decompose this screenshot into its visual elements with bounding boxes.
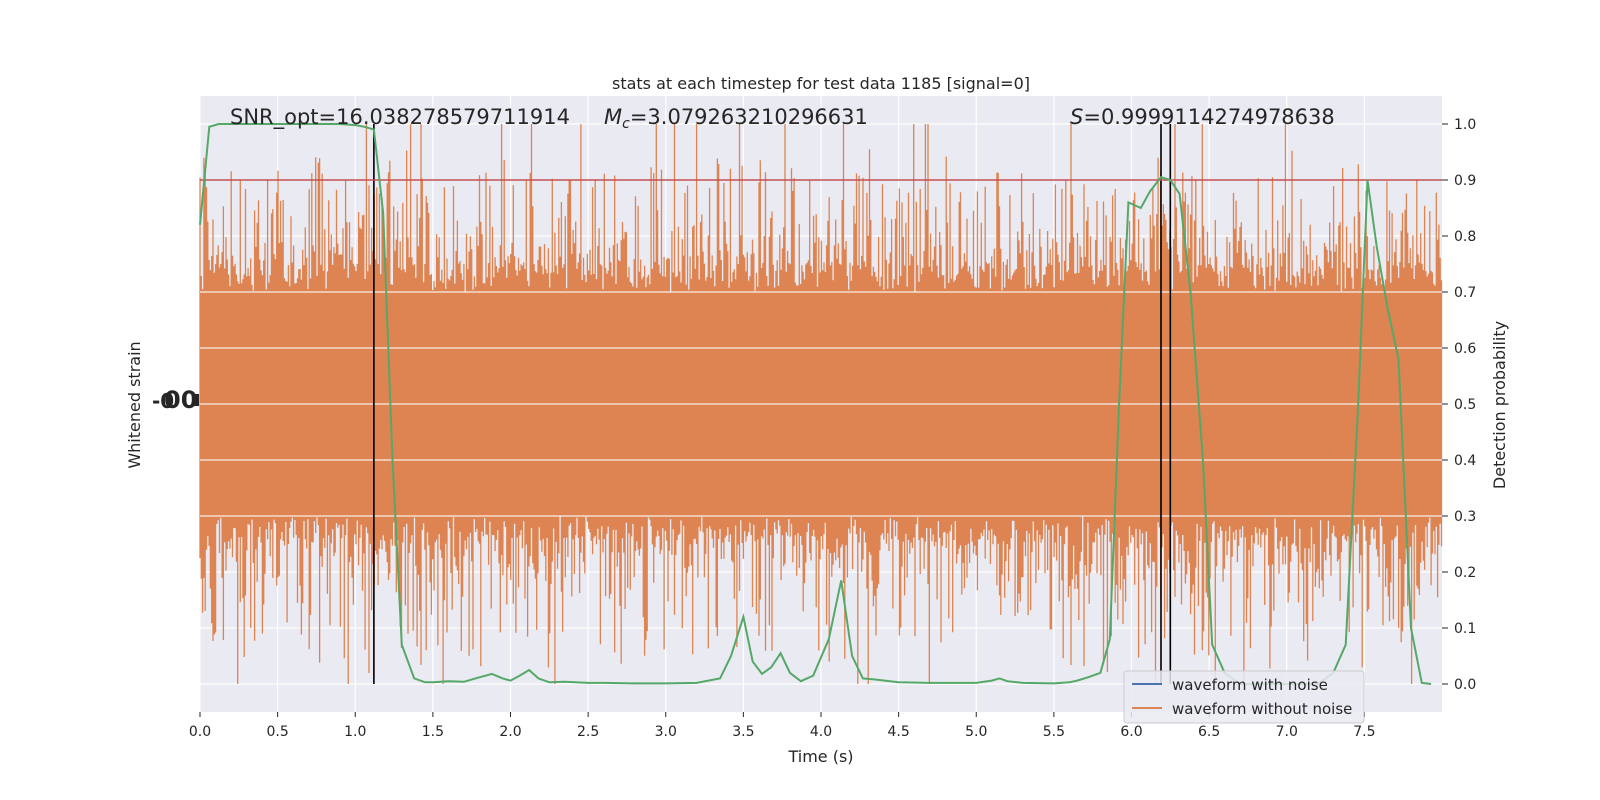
legend: waveform with noise waveform without noi… (1123, 670, 1365, 724)
snr-annotation: SNR_opt=16.038278579711914 (230, 105, 570, 130)
x-tick-label: 6.0 (1120, 724, 1142, 740)
legend-label-with-noise: waveform with noise (1172, 676, 1328, 694)
x-tick-label: 0.0 (189, 724, 211, 740)
x-tick-label: 5.0 (965, 724, 987, 740)
legend-label-without-noise: waveform without noise (1172, 700, 1352, 718)
x-tick-label: 2.5 (577, 724, 599, 740)
x-tick-label: 0.5 (266, 724, 288, 740)
y-tick-label: 0.9 (1454, 173, 1476, 189)
y-tick-label: 0.1 (1454, 621, 1476, 637)
y-tick-label: 0.0 (1454, 677, 1476, 693)
y-tick-label: 0.7 (1454, 285, 1476, 301)
x-tick-labels: 0.0 0.5 1.0 1.5 2.0 2.5 3.0 3.5 4.0 4.5 5.0 5.5 6.0 6… (189, 712, 1376, 740)
x-tick-label: 4.0 (810, 724, 832, 740)
y-tick-label: 0.5 (1454, 397, 1476, 413)
chirp-mass-annotation: Mc=3.079263210296631 (604, 105, 868, 132)
y-tick-label: 0.4 (1454, 453, 1476, 469)
y-tick-label: 0.6 (1454, 341, 1476, 357)
score-annotation: S=0.9999114274978638 (1070, 105, 1335, 129)
svg-text:-0: -0 (152, 389, 174, 413)
vertical-markers (373, 124, 1172, 684)
left-axis-clutter: -0 00 (152, 386, 199, 414)
x-tick-label: 3.5 (732, 724, 754, 740)
y-axis-label-left: Whitened strain (125, 341, 144, 468)
chart-title: stats at each timestep for test data 118… (612, 74, 1030, 93)
x-tick-label: 1.0 (344, 724, 366, 740)
y-axis-label-right: Detection probability (1490, 321, 1509, 489)
x-tick-label: 7.5 (1353, 724, 1375, 740)
x-tick-label: 1.5 (422, 724, 444, 740)
waveform-without-noise (199, 124, 1443, 684)
x-tick-label: 7.0 (1276, 724, 1298, 740)
detection-probability-line (199, 123, 1432, 685)
x-tick-label: 5.5 (1043, 724, 1065, 740)
svg-text:00: 00 (164, 386, 197, 414)
x-tick-label: 4.5 (887, 724, 909, 740)
y-tick-label: 1.0 (1454, 117, 1476, 133)
y-tick-label: 0.8 (1454, 229, 1476, 245)
y-right-tick-labels: 0.0 0.1 0.2 0.3 0.4 0.5 0.6 0.7 0.8 0.9 1.0 (1442, 117, 1476, 693)
y-tick-label: 0.2 (1454, 565, 1476, 581)
y-tick-label: 0.3 (1454, 509, 1476, 525)
x-tick-label: 6.5 (1198, 724, 1220, 740)
x-axis-label: Time (s) (787, 747, 853, 766)
legend-box (1123, 670, 1365, 724)
x-tick-label: 2.0 (499, 724, 521, 740)
x-tick-label: 3.0 (655, 724, 677, 740)
